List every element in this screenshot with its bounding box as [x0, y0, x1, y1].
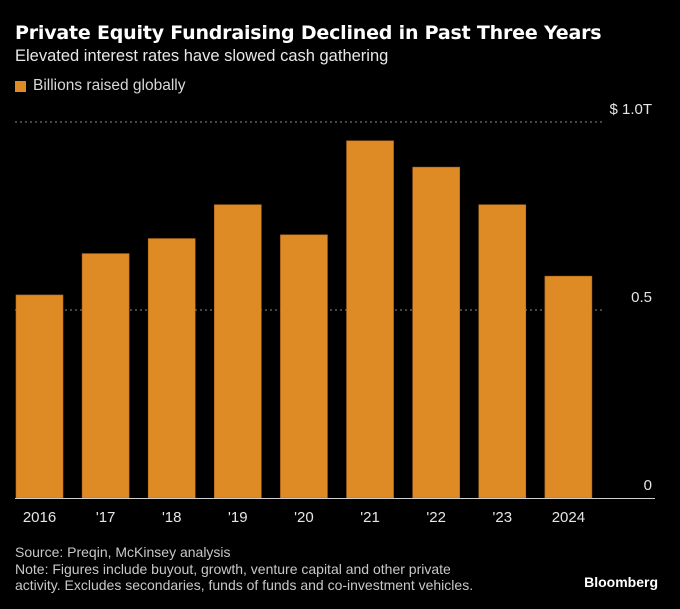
bar-2 — [147, 238, 196, 499]
x-axis-labels: 2016 '17 '18 '19 '20 '21 '22 '23 2024 — [23, 509, 585, 526]
x-tick-label: '20 — [294, 509, 314, 526]
chart-subtitle: Elevated interest rates have slowed cash… — [15, 47, 389, 65]
note-line-1: Note: Figures include buyout, growth, ve… — [15, 560, 451, 577]
bar-4 — [280, 234, 328, 499]
chart-title: Private Equity Fundraising Declined in P… — [15, 22, 602, 44]
x-tick-label: 2024 — [552, 509, 585, 526]
y-tick-label: $ 1.0T — [609, 101, 652, 118]
y-tick-label: 0.5 — [631, 289, 652, 306]
y-axis-labels: 0 0.5 $ 1.0T — [609, 101, 652, 494]
legend-label: Billions raised globally — [33, 77, 186, 94]
x-tick-label: '23 — [492, 509, 512, 526]
bar-7 — [478, 204, 527, 499]
bar-0 — [15, 294, 64, 499]
bar-6 — [412, 166, 460, 499]
x-tick-label: '19 — [228, 509, 248, 526]
bar-5 — [346, 140, 394, 499]
bar-1 — [81, 253, 130, 499]
legend-swatch — [15, 80, 26, 92]
note-line-2: activity. Excludes secondaries, funds of… — [15, 577, 474, 593]
x-tick-label: '18 — [162, 509, 182, 526]
x-tick-label: '17 — [96, 509, 116, 526]
bloomberg-logo: Bloomberg — [584, 574, 658, 590]
x-tick-label: '22 — [426, 509, 446, 526]
x-tick-label: '21 — [360, 509, 380, 526]
bars — [15, 140, 593, 499]
source-text: Source: Preqin, McKinsey analysis — [15, 544, 231, 560]
y-tick-label: 0 — [644, 477, 652, 494]
legend: Billions raised globally — [15, 77, 186, 95]
bar-3 — [214, 204, 262, 499]
footer: Source: Preqin, McKinsey analysis Note: … — [15, 544, 473, 594]
bar-8 — [544, 275, 593, 499]
x-tick-label: 2016 — [23, 509, 56, 526]
